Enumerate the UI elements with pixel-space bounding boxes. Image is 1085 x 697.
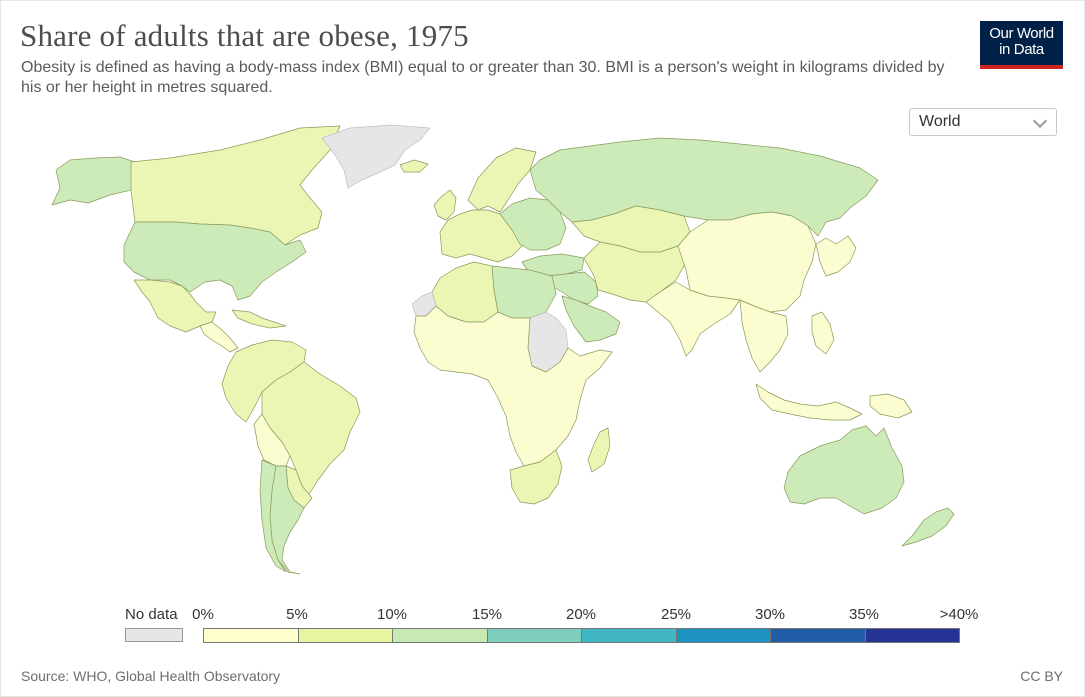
map-region-mexico[interactable] <box>133 279 217 333</box>
map-region-southern-africa[interactable] <box>509 449 563 505</box>
legend-tick-label: >40% <box>939 606 979 623</box>
legend-color-bar <box>203 628 960 643</box>
map-region-new-zealand[interactable] <box>901 507 955 547</box>
logo-line-1: Our World <box>989 25 1054 42</box>
map-region-iran-central-asia[interactable] <box>583 241 687 303</box>
map-region-philippines[interactable] <box>811 311 835 355</box>
map-region-australia[interactable] <box>783 425 905 515</box>
legend-swatch[interactable] <box>582 629 677 642</box>
map-region-central-america[interactable] <box>199 321 239 353</box>
owid-logo[interactable]: Our World in Data <box>980 21 1063 69</box>
legend-tick-label: 15% <box>471 606 503 623</box>
legend-tick-label: 20% <box>565 606 597 623</box>
logo-line-2: in Data <box>999 41 1044 58</box>
legend-swatch[interactable] <box>298 629 393 642</box>
map-region-south-asia[interactable] <box>645 281 741 357</box>
legend-tick-label: 30% <box>754 606 786 623</box>
region-selector[interactable]: World <box>909 108 1057 136</box>
map-region-indonesia[interactable] <box>755 383 863 421</box>
legend-tick-label: 35% <box>848 606 880 623</box>
map-region-iceland[interactable] <box>399 159 429 173</box>
map-region-middle-east[interactable] <box>547 271 599 305</box>
map-region-alaska[interactable] <box>51 156 136 206</box>
legend-no-data-label: No data <box>125 606 178 623</box>
legend-swatch[interactable] <box>487 629 582 642</box>
chart-subtitle: Obesity is defined as having a body-mass… <box>21 59 945 96</box>
source-note[interactable]: Source: WHO, Global Health Observatory <box>21 668 281 684</box>
chart-title: Share of adults that are obese, 1975 <box>20 18 469 53</box>
legend-tick-label: 10% <box>376 606 408 623</box>
map-region-greenland[interactable] <box>321 124 431 189</box>
legend-swatch[interactable] <box>204 629 299 642</box>
map-region-china-mongolia[interactable] <box>677 211 817 313</box>
map-region-southeast-asia[interactable] <box>739 299 789 373</box>
license-link[interactable]: CC BY <box>1020 668 1063 684</box>
legend-tick-label: 0% <box>192 606 214 623</box>
map-region-bolivia[interactable] <box>253 413 291 467</box>
map-region-uk-ireland[interactable] <box>433 189 457 221</box>
map-region-sub-saharan-africa[interactable] <box>413 305 613 467</box>
map-region-eastern-europe[interactable] <box>499 197 567 251</box>
legend-tick-label: 5% <box>286 606 308 623</box>
map-region-scandinavia[interactable] <box>467 147 537 213</box>
legend-tick-label: 25% <box>660 606 692 623</box>
legend-swatch[interactable] <box>393 629 488 642</box>
map-region-caribbean[interactable] <box>231 309 287 329</box>
legend-no-data-swatch <box>125 628 183 642</box>
legend-swatch[interactable] <box>676 629 771 642</box>
map-region-madagascar[interactable] <box>587 427 611 473</box>
region-selector-value: World <box>919 113 961 130</box>
map-region-papua-new-guinea[interactable] <box>869 393 913 419</box>
legend-swatch[interactable] <box>865 629 959 642</box>
map-region-arabia[interactable] <box>561 295 621 343</box>
map-region-chile[interactable] <box>259 459 287 573</box>
map-region-korea-japan[interactable] <box>815 235 857 277</box>
legend-swatch[interactable] <box>771 629 866 642</box>
